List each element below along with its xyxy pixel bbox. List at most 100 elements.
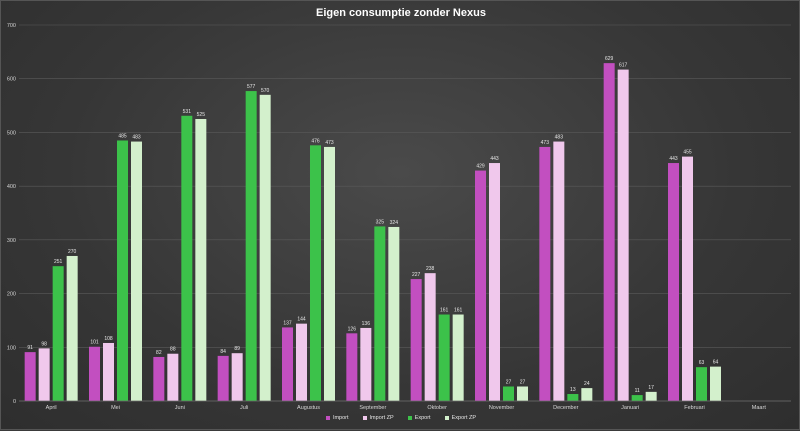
data-label: 251 xyxy=(54,259,63,265)
bar xyxy=(66,255,78,401)
data-label: 98 xyxy=(41,341,47,347)
bar xyxy=(310,145,321,401)
data-label: 88 xyxy=(170,347,176,353)
data-label: 161 xyxy=(440,308,449,314)
data-label: 27 xyxy=(520,379,526,385)
bar xyxy=(567,394,579,401)
bar xyxy=(259,94,271,401)
data-label: 324 xyxy=(390,220,399,226)
bar xyxy=(517,386,528,401)
legend-item: Import xyxy=(325,415,349,421)
data-label: 101 xyxy=(90,340,99,346)
legend-item: Export xyxy=(407,415,431,421)
data-label: 443 xyxy=(490,156,499,162)
data-label: 238 xyxy=(426,266,435,272)
bar xyxy=(38,348,50,401)
data-label: 629 xyxy=(605,56,614,62)
y-tick-label: 400 xyxy=(7,184,16,190)
data-label: 473 xyxy=(541,140,550,146)
x-tick-label: Januari xyxy=(621,405,639,411)
bar xyxy=(696,367,707,401)
bar xyxy=(682,156,693,401)
x-tick-label: Maart xyxy=(752,405,767,411)
data-label: 63 xyxy=(699,360,705,366)
data-label: 27 xyxy=(506,379,512,385)
data-label: 525 xyxy=(197,112,206,118)
data-label: 136 xyxy=(362,321,371,327)
data-label: 476 xyxy=(311,138,320,144)
data-label: 325 xyxy=(376,219,385,225)
data-label: 108 xyxy=(104,336,113,342)
data-label: 144 xyxy=(297,317,306,323)
bar xyxy=(117,140,128,401)
bar xyxy=(388,226,400,401)
bar xyxy=(452,314,464,401)
bar xyxy=(103,342,114,401)
legend-label: Export xyxy=(414,415,431,421)
x-tick-label: April xyxy=(46,405,57,411)
data-label: 531 xyxy=(183,109,192,115)
data-label: 577 xyxy=(247,84,256,90)
data-label: 270 xyxy=(68,249,77,255)
data-label: 443 xyxy=(669,156,678,162)
legend-item: Import ZP xyxy=(362,415,394,421)
chart-title: Eigen consumptie zonder Nexus xyxy=(316,7,486,19)
bar xyxy=(245,91,257,401)
data-label: 161 xyxy=(454,308,463,314)
data-label: 24 xyxy=(584,381,590,387)
data-label: 227 xyxy=(412,272,421,278)
bar xyxy=(231,353,243,401)
bar xyxy=(631,395,643,401)
data-label: 455 xyxy=(683,150,692,156)
legend-swatch xyxy=(407,416,412,420)
bar xyxy=(503,386,514,401)
bar xyxy=(668,163,679,401)
bar xyxy=(475,170,486,401)
legend-label: Export ZP xyxy=(451,415,477,421)
bar xyxy=(374,226,386,401)
x-tick-label: Februari xyxy=(684,405,704,411)
data-label: 473 xyxy=(325,140,334,146)
bar xyxy=(296,323,307,401)
data-label: 483 xyxy=(555,135,564,141)
y-tick-label: 200 xyxy=(7,292,16,298)
x-tick-label: Juli xyxy=(240,405,248,411)
data-label: 91 xyxy=(27,345,33,351)
bar xyxy=(581,388,593,401)
bar xyxy=(181,115,193,401)
legend-swatch xyxy=(362,416,367,420)
bar xyxy=(89,346,100,401)
y-tick-label: 600 xyxy=(7,77,16,83)
data-label: 84 xyxy=(220,349,226,355)
data-label: 485 xyxy=(118,133,127,139)
y-tick-label: 300 xyxy=(7,238,16,244)
bar xyxy=(603,63,615,401)
bar xyxy=(52,266,64,401)
bar xyxy=(539,146,551,401)
x-tick-label: Augustus xyxy=(297,405,320,411)
chart-legend: Import Import ZP Export Export ZP xyxy=(1,415,800,421)
bar xyxy=(195,119,207,401)
bar xyxy=(424,273,436,401)
y-tick-label: 500 xyxy=(7,130,16,136)
bar xyxy=(710,366,721,401)
y-tick-label: 100 xyxy=(7,345,16,351)
x-tick-label: November xyxy=(489,405,515,411)
bar xyxy=(360,327,372,401)
bar xyxy=(217,355,229,401)
bar xyxy=(489,163,500,401)
legend-label: Import ZP xyxy=(369,415,394,421)
data-label: 126 xyxy=(348,326,357,332)
data-label: 137 xyxy=(283,320,292,326)
bar xyxy=(167,353,179,401)
data-label: 17 xyxy=(648,385,654,391)
data-label: 483 xyxy=(132,135,141,141)
bar xyxy=(617,69,629,401)
bar xyxy=(645,391,657,401)
x-tick-label: Mei xyxy=(111,405,120,411)
data-label: 570 xyxy=(261,88,270,94)
legend-swatch xyxy=(325,416,330,420)
data-label: 89 xyxy=(234,346,240,352)
